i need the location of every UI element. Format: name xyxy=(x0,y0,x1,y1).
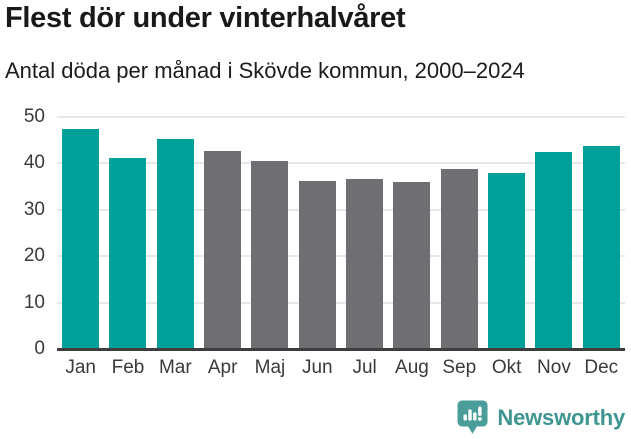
y-tick-label: 30 xyxy=(23,198,45,220)
bar-slot xyxy=(436,117,483,349)
x-axis-label: Jul xyxy=(352,357,377,378)
bar-slot xyxy=(152,117,199,349)
x-axis-labels: Jan Feb Mar Apr Maj Jun Jul Aug Sep Okt Nov Dec xyxy=(57,357,625,379)
bar-feb xyxy=(109,158,147,349)
x-axis-label: Maj xyxy=(254,357,286,378)
bar-slot xyxy=(388,117,435,349)
bar-slot xyxy=(530,117,577,349)
bar-okt xyxy=(488,173,526,349)
gridlines xyxy=(57,116,625,349)
x-axis-label: Feb xyxy=(111,357,145,378)
y-tick-label: 40 xyxy=(23,152,45,174)
x-axis-label: Aug xyxy=(395,357,429,378)
page-title: Flest dör under vinterhalvåret xyxy=(5,2,406,34)
bar-slot xyxy=(246,117,293,349)
bar-aug xyxy=(393,181,431,349)
gridline xyxy=(57,301,625,304)
bar-apr xyxy=(204,150,242,349)
bar-jun xyxy=(298,180,336,349)
gridline xyxy=(57,162,625,165)
x-axis-label: Okt xyxy=(491,357,522,378)
bar-slot xyxy=(578,117,625,349)
y-tick-label: 10 xyxy=(23,291,45,313)
y-tick-label: 50 xyxy=(23,106,45,127)
x-axis-label: Jun xyxy=(301,357,333,378)
plot-area xyxy=(57,116,625,351)
bar-jan xyxy=(62,128,100,349)
page-subtitle: Antal döda per månad i Skövde kommun, 20… xyxy=(5,58,525,83)
gridline xyxy=(57,255,625,258)
footer: Newsworthy xyxy=(457,400,625,435)
bar-slot xyxy=(57,117,104,349)
y-tick-label: 0 xyxy=(34,338,45,359)
bar-slot xyxy=(199,117,246,349)
x-axis-baseline xyxy=(57,348,625,351)
bar-jul xyxy=(346,179,384,349)
bar-sep xyxy=(440,169,478,349)
bar-slot xyxy=(104,117,151,349)
x-axis-label: Nov xyxy=(537,357,571,378)
gridline xyxy=(57,208,625,211)
x-axis-label: Sep xyxy=(442,357,477,378)
y-axis: 0 10 20 30 40 50 xyxy=(0,106,45,359)
y-tick-label: 20 xyxy=(23,245,45,267)
newsworthy-logo-icon xyxy=(457,400,488,435)
bar-dec xyxy=(582,145,620,349)
gridline xyxy=(57,116,625,118)
brand-name: Newsworthy xyxy=(497,404,625,430)
x-axis-label: Mar xyxy=(158,357,192,378)
x-axis-label: Apr xyxy=(207,357,238,378)
x-axis-label: Dec xyxy=(584,357,619,378)
bar-mar xyxy=(156,139,194,349)
bar-slot xyxy=(483,117,530,349)
bar-maj xyxy=(251,161,289,349)
bar-slot xyxy=(341,117,388,349)
bars xyxy=(57,117,625,349)
bar-nov xyxy=(535,152,573,349)
bar-slot xyxy=(294,117,341,349)
x-axis-label: Jan xyxy=(65,357,96,378)
